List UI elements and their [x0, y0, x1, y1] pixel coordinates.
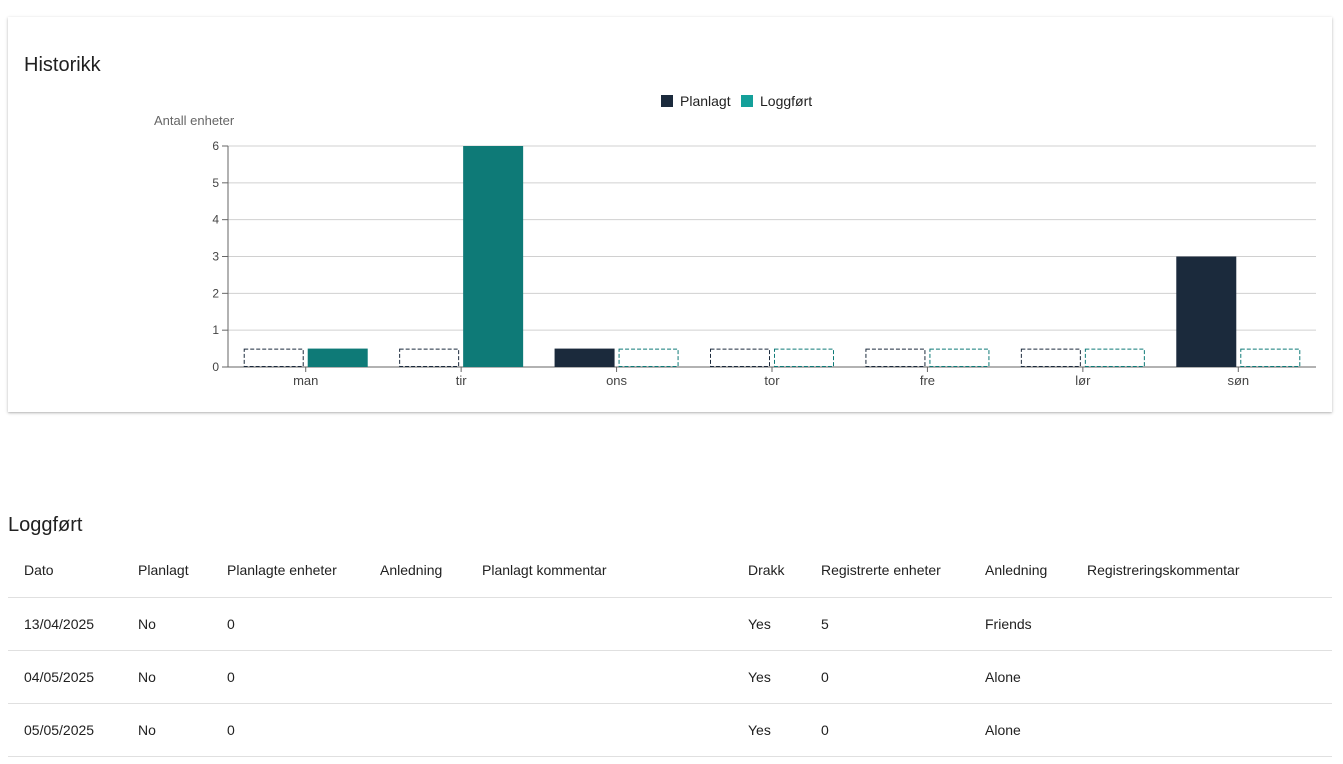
legend-swatch — [741, 95, 753, 107]
table-cell — [482, 650, 748, 704]
table-cell: 0 — [227, 650, 380, 704]
y-tick-label: 6 — [212, 139, 219, 153]
bar-empty-loggført — [929, 348, 990, 368]
y-tick-label: 2 — [212, 286, 219, 300]
table-cell: No — [138, 597, 227, 651]
column-header: Registreringskommentar — [1087, 542, 1332, 598]
legend-swatch — [661, 95, 673, 107]
table-row: 13/04/2025 No 0 Yes 5 Friends — [8, 597, 1332, 651]
bar-empty-loggført — [618, 348, 679, 368]
bar-empty-loggført — [774, 348, 834, 368]
table-cell: 5 — [821, 597, 985, 651]
log-table: Dato Planlagt Planlagte enheter Anledning Pl… — [8, 542, 1332, 757]
column-header: Planlagte enheter — [227, 542, 380, 598]
column-header: Dato — [8, 542, 138, 598]
table-cell — [1087, 650, 1332, 704]
table-cell — [1087, 597, 1332, 651]
column-header: Planlagt kommentar — [482, 542, 748, 598]
table-cell: 0 — [227, 703, 380, 757]
log-section-title: Loggført — [8, 514, 83, 536]
x-tick-label: fre — [920, 373, 935, 388]
column-header: Registrerte enheter — [821, 542, 985, 598]
table-cell — [482, 703, 748, 757]
log-header-row: Dato Planlagt Planlagte enheter Anledning Pl… — [8, 542, 1332, 598]
table-cell: 13/04/2025 — [8, 597, 138, 651]
table-cell: No — [138, 703, 227, 757]
table-cell: 0 — [821, 703, 985, 757]
x-tick-label: tor — [764, 373, 780, 388]
bar-empty-planlagt — [865, 348, 926, 368]
bar-empty-planlagt — [710, 348, 770, 368]
table-cell: Friends — [985, 597, 1087, 651]
column-header: Planlagt — [138, 542, 227, 598]
table-cell — [482, 597, 748, 651]
column-header: Anledning — [985, 542, 1087, 598]
y-tick-label: 4 — [212, 213, 219, 227]
y-tick-label: 5 — [212, 176, 219, 190]
table-cell — [1087, 703, 1332, 757]
table-cell: 0 — [227, 597, 380, 651]
table-cell: Yes — [748, 597, 821, 651]
x-tick-label: søn — [1227, 373, 1249, 388]
bar-loggført — [307, 348, 368, 367]
table-row: 04/05/2025 No 0 Yes 0 Alone — [8, 650, 1332, 704]
x-tick-label: tir — [456, 373, 468, 388]
table-row: 05/05/2025 No 0 Yes 0 Alone — [8, 703, 1332, 757]
history-chart: 0 1 2 3 4 5 6 Antall enheter man tir ons tor fre lør s… — [154, 93, 1316, 388]
bar-empty-planlagt — [243, 348, 304, 368]
history-title: Historikk — [24, 54, 101, 76]
table-cell — [380, 650, 482, 704]
legend-label: Loggført — [760, 93, 812, 109]
table-cell: Yes — [748, 703, 821, 757]
table-cell — [380, 597, 482, 651]
y-tick-label: 0 — [212, 360, 219, 374]
y-axis-label: Antall enheter — [154, 113, 235, 128]
x-tick-label: man — [293, 373, 318, 388]
y-tick-label: 3 — [212, 250, 219, 264]
column-header: Anledning — [380, 542, 482, 598]
table-cell — [380, 703, 482, 757]
history-card: Historikk 0 1 2 3 4 5 6 Antall enheter man tir ons… — [8, 17, 1332, 412]
y-tick-label: 1 — [212, 323, 219, 337]
table-cell: No — [138, 650, 227, 704]
column-header: Drakk — [748, 542, 821, 598]
bar-planlagt — [554, 348, 615, 367]
x-tick-label: ons — [606, 373, 627, 388]
legend-label: Planlagt — [680, 93, 731, 109]
bar-empty-planlagt — [1020, 348, 1081, 368]
bar-loggført — [463, 146, 524, 367]
x-tick-label: lør — [1075, 373, 1091, 388]
table-cell: 04/05/2025 — [8, 650, 138, 704]
table-cell: Alone — [985, 650, 1087, 704]
table-cell: Yes — [748, 650, 821, 704]
bar-empty-loggført — [1240, 348, 1301, 368]
table-cell: 05/05/2025 — [8, 703, 138, 757]
bar-empty-loggført — [1084, 348, 1145, 368]
bar-planlagt — [1176, 256, 1237, 367]
table-cell: 0 — [821, 650, 985, 704]
bar-empty-planlagt — [399, 348, 460, 368]
table-cell: Alone — [985, 703, 1087, 757]
